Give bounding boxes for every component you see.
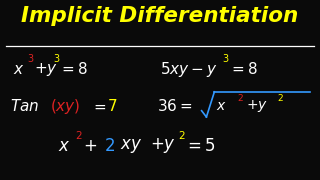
Text: $(xy)$: $(xy)$ [50, 97, 80, 116]
Text: $2$: $2$ [277, 92, 284, 103]
Text: $7$: $7$ [107, 98, 117, 114]
Text: $= 8$: $= 8$ [59, 61, 89, 77]
Text: $= 8$: $= 8$ [229, 61, 258, 77]
Text: $x$: $x$ [13, 62, 24, 77]
Text: $+y$: $+y$ [34, 61, 58, 78]
Text: $=$: $=$ [91, 99, 107, 114]
Text: $2$: $2$ [75, 129, 83, 141]
Text: $2$: $2$ [178, 129, 185, 141]
Text: $+y$: $+y$ [246, 98, 268, 114]
Text: $3$: $3$ [27, 53, 35, 64]
Text: $3$: $3$ [222, 53, 230, 64]
Text: $2$: $2$ [104, 137, 115, 155]
Text: $5xy-y$: $5xy-y$ [160, 60, 218, 79]
Text: $36 =$: $36 =$ [157, 98, 192, 114]
Text: $+ y$: $+ y$ [150, 136, 176, 155]
Text: $Tan$: $Tan$ [10, 98, 39, 114]
Text: $x$: $x$ [58, 137, 70, 155]
Text: Implicit Differentiation: Implicit Differentiation [21, 6, 299, 26]
Text: $x$: $x$ [216, 99, 227, 113]
Text: $2$: $2$ [237, 92, 244, 103]
Text: $+$: $+$ [83, 137, 97, 155]
Text: $3$: $3$ [53, 53, 60, 64]
Text: $xy$: $xy$ [120, 137, 142, 155]
Text: $= 5$: $= 5$ [184, 137, 215, 155]
